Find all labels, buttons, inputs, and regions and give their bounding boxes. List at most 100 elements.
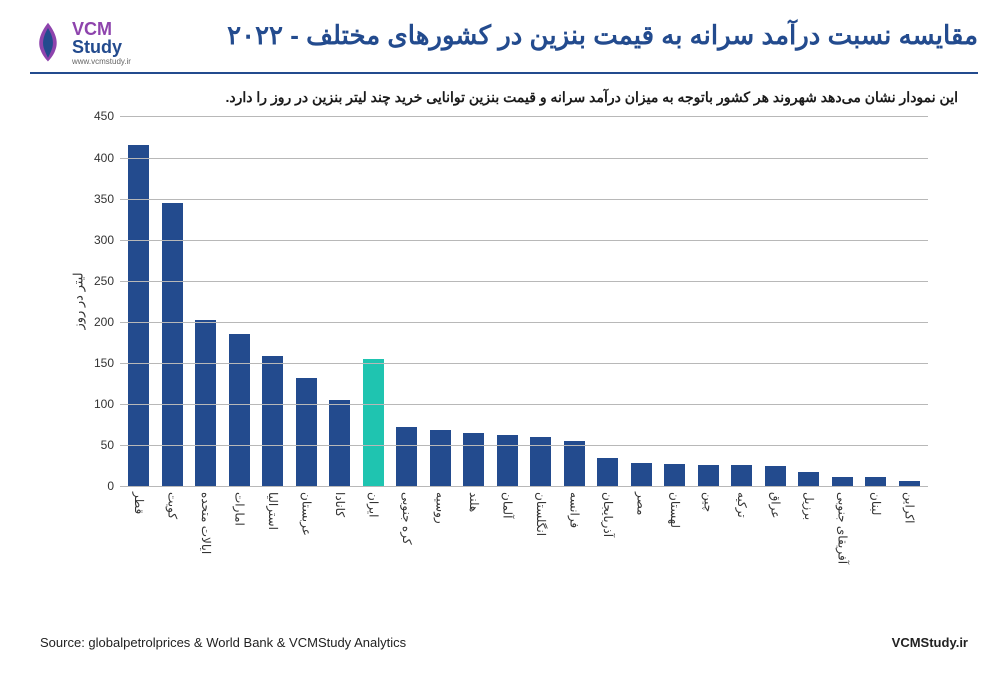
y-tick-label: 100 [80, 397, 114, 411]
y-tick-label: 250 [80, 274, 114, 288]
grid-line [120, 281, 928, 282]
x-tick-label: عراق [761, 486, 791, 564]
x-tick-label: کویت [158, 486, 188, 564]
y-tick-label: 50 [80, 438, 114, 452]
grid-line [120, 445, 928, 446]
bar [162, 203, 183, 487]
x-tick-label: هلند [459, 486, 489, 564]
logo-bottom-text: Study [72, 38, 131, 56]
x-tick-label: ترکیه [727, 486, 757, 564]
bar [832, 477, 853, 487]
bar [664, 464, 685, 486]
x-tick-label: روسیه [426, 486, 456, 564]
bar-slot [225, 116, 255, 486]
header: VCM Study www.vcmstudy.ir مقایسه نسبت در… [30, 20, 978, 74]
grid-line [120, 158, 928, 159]
x-tick-label: لهستان [660, 486, 690, 564]
bar-slot [895, 116, 925, 486]
grid-line [120, 199, 928, 200]
bar [329, 400, 350, 486]
bar-slot [359, 116, 389, 486]
bar [597, 458, 618, 487]
y-tick-label: 400 [80, 151, 114, 165]
bar [698, 465, 719, 486]
bar-slot [392, 116, 422, 486]
bar [229, 334, 250, 486]
bar-slot [660, 116, 690, 486]
grid-line [120, 240, 928, 241]
bar-slot [794, 116, 824, 486]
x-tick-label: آلمان [493, 486, 523, 564]
bar [262, 356, 283, 486]
bar-slot [124, 116, 154, 486]
bar-slot [727, 116, 757, 486]
bar-slot [861, 116, 891, 486]
grid-line [120, 322, 928, 323]
bar [865, 477, 886, 486]
x-tick-label: مصر [627, 486, 657, 564]
grid-line [120, 116, 928, 117]
x-tick-label: ایالات متحده [191, 486, 221, 564]
x-tick-label: کره جنوبی [392, 486, 422, 564]
logo-top-text: VCM [72, 20, 131, 38]
x-tick-label: امارات [225, 486, 255, 564]
bar-slot [459, 116, 489, 486]
bar [463, 433, 484, 486]
bar [363, 359, 384, 486]
x-tick-label: ایران [359, 486, 389, 564]
grid-line [120, 404, 928, 405]
x-tick-label: آذربایجان [593, 486, 623, 564]
bar-slot [191, 116, 221, 486]
grid-line [120, 363, 928, 364]
bar [631, 463, 652, 486]
flame-icon [30, 21, 66, 65]
bar-slot [627, 116, 657, 486]
footer: Source: globalpetrolprices & World Bank … [40, 635, 968, 650]
bar [731, 465, 752, 486]
logo: VCM Study www.vcmstudy.ir [30, 20, 131, 66]
bar-slot [761, 116, 791, 486]
bar-slot [292, 116, 322, 486]
bar-slot [593, 116, 623, 486]
bar [430, 430, 451, 486]
source-text: Source: globalpetrolprices & World Bank … [40, 635, 406, 650]
bar [296, 378, 317, 487]
x-tick-label: اکراین [895, 486, 925, 564]
grid-line [120, 486, 928, 487]
bar [564, 441, 585, 486]
x-tick-label: برزیل [794, 486, 824, 564]
bar [765, 466, 786, 487]
chart-subtitle: این نمودار نشان می‌دهد شهروند هر کشور با… [50, 86, 958, 108]
chart-area: لیتر در روز قطرکویتایالات متحدهاماراتاست… [120, 116, 928, 486]
logo-sub-text: www.vcmstudy.ir [72, 58, 131, 66]
bar [497, 435, 518, 487]
bar-slot [426, 116, 456, 486]
y-tick-label: 300 [80, 233, 114, 247]
bar [396, 427, 417, 486]
y-tick-label: 450 [80, 109, 114, 123]
x-tick-label: کانادا [325, 486, 355, 564]
bar [128, 145, 149, 486]
y-tick-label: 0 [80, 479, 114, 493]
x-tick-label: عربستان [292, 486, 322, 564]
y-tick-label: 200 [80, 315, 114, 329]
bar-slot [694, 116, 724, 486]
bar [798, 472, 819, 487]
bar-slot [258, 116, 288, 486]
x-tick-label: فرانسه [560, 486, 590, 564]
x-tick-label: قطر [124, 486, 154, 564]
x-tick-label: آفریقای جنوبی [828, 486, 858, 564]
logo-text: VCM Study www.vcmstudy.ir [72, 20, 131, 66]
bar-slot [158, 116, 188, 486]
x-labels: قطرکویتایالات متحدهاماراتاسترالیاعربستان… [120, 486, 928, 564]
bars-container [120, 116, 928, 486]
x-tick-label: انگلستان [526, 486, 556, 564]
x-tick-label: لبنان [861, 486, 891, 564]
x-tick-label: استرالیا [258, 486, 288, 564]
chart-title: مقایسه نسبت درآمد سرانه به قیمت بنزین در… [227, 20, 978, 51]
bar-slot [560, 116, 590, 486]
bar-slot [526, 116, 556, 486]
plot: قطرکویتایالات متحدهاماراتاسترالیاعربستان… [120, 116, 928, 486]
x-tick-label: چین [694, 486, 724, 564]
bar-slot [493, 116, 523, 486]
